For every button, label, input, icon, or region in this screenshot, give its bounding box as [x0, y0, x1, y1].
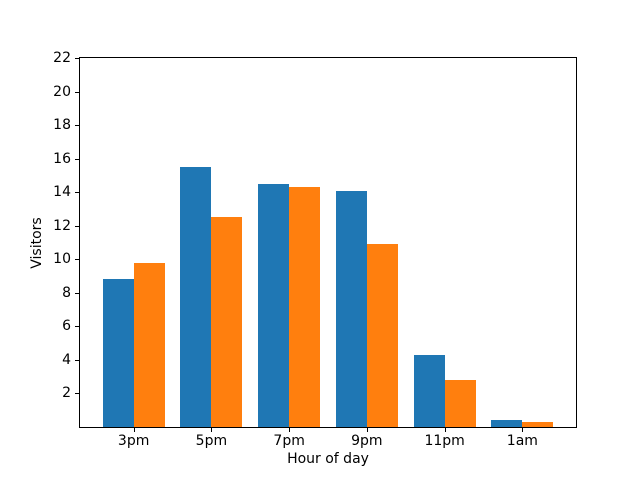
x-tick-label-9pm: 9pm [351, 433, 383, 449]
bar-series-orange-3pm [133, 262, 165, 427]
y-tick-label-2: 2 [62, 385, 71, 402]
bar-series-blue-5pm [180, 167, 212, 427]
bar-series-orange-1am [522, 421, 554, 427]
bar-series-blue-7pm [258, 183, 290, 427]
plot-area [79, 57, 577, 428]
y-tick-22 [75, 58, 79, 59]
y-tick-label-16: 16 [53, 150, 71, 167]
x-tick-1am [522, 428, 524, 432]
x-tick-label-3pm: 3pm [117, 433, 150, 449]
y-tick-label-20: 20 [53, 83, 71, 100]
x-tick-label-5pm: 5pm [195, 433, 228, 449]
x-tick-11pm [444, 428, 446, 432]
bar-series-blue-9pm [335, 190, 367, 427]
x-tick-label-7pm: 7pm [273, 433, 305, 449]
y-tick-label-4: 4 [62, 351, 71, 368]
x-tick-5pm [211, 428, 213, 432]
y-tick-16 [75, 158, 79, 160]
x-tick-3pm [133, 428, 135, 432]
y-tick-label-8: 8 [62, 284, 71, 301]
bar-series-orange-11pm [444, 380, 476, 427]
bar-series-orange-5pm [211, 217, 243, 427]
y-tick-12 [75, 225, 79, 227]
bar-series-orange-7pm [289, 187, 321, 427]
y-tick-label-10: 10 [53, 251, 71, 268]
x-tick-9pm [366, 428, 368, 432]
x-tick-7pm [289, 428, 291, 432]
y-tick-10 [75, 259, 79, 261]
y-tick-20 [75, 91, 79, 93]
y-tick-label-22: 22 [53, 50, 71, 66]
y-tick-label-6: 6 [62, 318, 71, 335]
bar-series-orange-9pm [366, 244, 398, 427]
bar-series-blue-11pm [413, 354, 445, 427]
x-tick-label-1am: 1am [506, 433, 538, 449]
bar-series-blue-3pm [102, 279, 134, 427]
y-tick-label-14: 14 [53, 184, 71, 201]
y-tick-6 [75, 326, 79, 328]
y-tick-14 [75, 192, 79, 194]
x-axis-label: Hour of day [287, 451, 369, 467]
y-tick-2 [75, 393, 79, 395]
y-tick-4 [75, 359, 79, 361]
x-tick-label-11pm: 11pm [424, 433, 465, 449]
y-tick-label-18: 18 [53, 117, 71, 134]
y-tick-18 [75, 125, 79, 127]
y-tick-8 [75, 292, 79, 294]
y-tick-label-12: 12 [53, 217, 71, 234]
bar-series-blue-1am [491, 420, 523, 427]
